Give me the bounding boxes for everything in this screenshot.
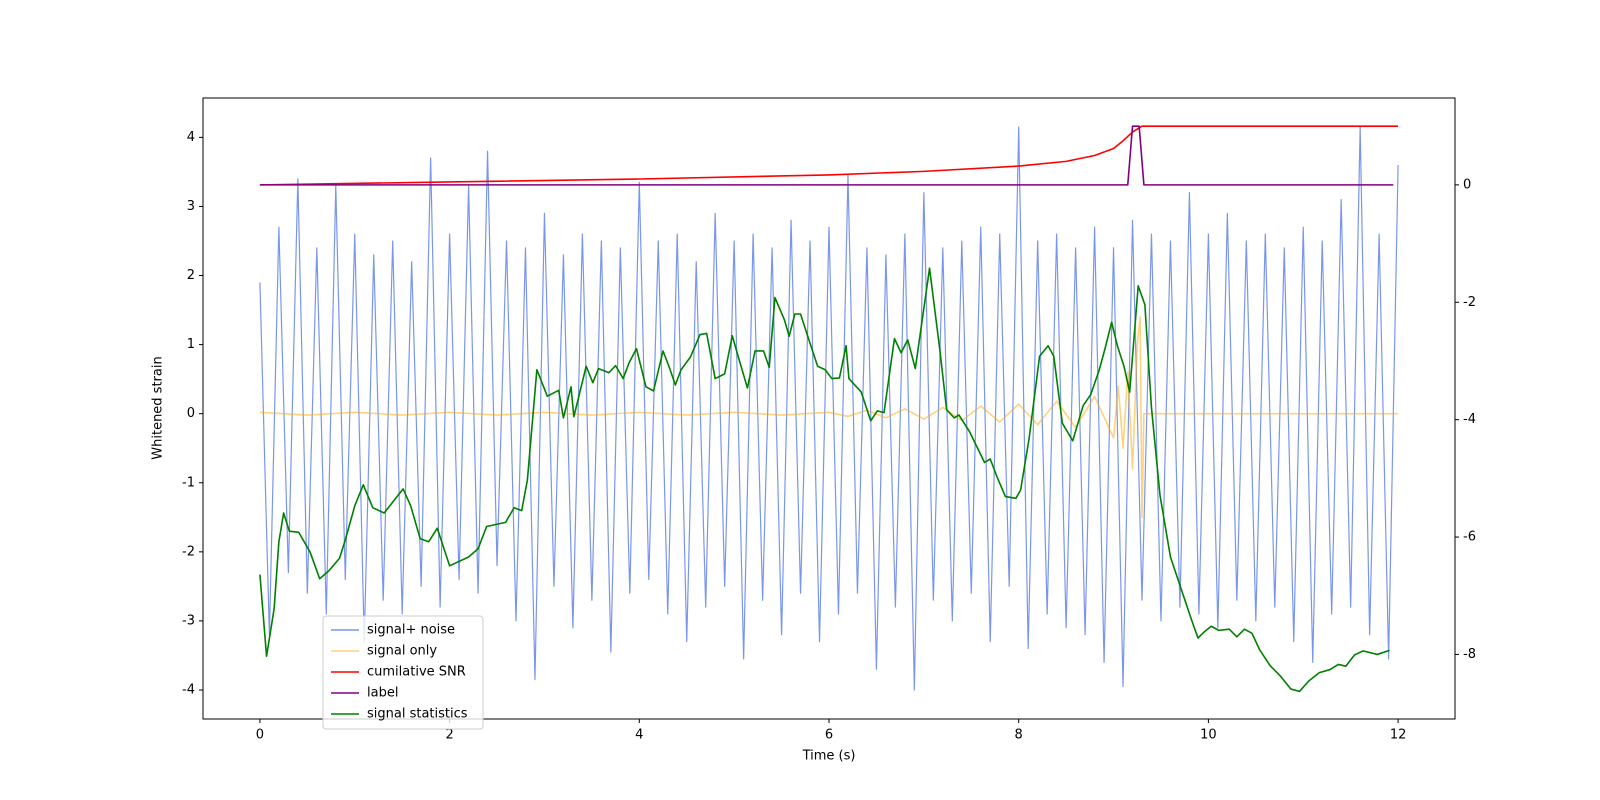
y2-tick-label: -6 [1463, 530, 1476, 545]
y-tick-label: 3 [187, 199, 195, 214]
x-tick-label: 0 [256, 728, 264, 743]
legend-label: signal only [367, 644, 437, 659]
y-tick-label: 2 [187, 268, 195, 283]
x-tick-label: 8 [1015, 728, 1023, 743]
x-tick-label: 10 [1200, 728, 1217, 743]
legend-label: signal+ noise [367, 623, 455, 638]
legend-box [322, 615, 484, 730]
x-tick-label: 4 [635, 728, 643, 743]
y-tick-label: 1 [187, 337, 195, 352]
legend: signal+ noise signal only cumilative SNR la… [322, 615, 484, 730]
x-tick-label: 12 [1390, 728, 1407, 743]
series-line [259, 267, 1390, 693]
y2-tick-label: 0 [1463, 177, 1471, 192]
plot-frame [202, 97, 1456, 720]
series-line [259, 125, 1394, 186]
y-tick-label: -1 [182, 475, 195, 490]
x-axis-label: Time (s) [802, 749, 856, 764]
y-tick-label: -2 [182, 544, 195, 559]
y2-tick-label: -8 [1463, 647, 1476, 662]
y-tick-label: 0 [187, 406, 195, 421]
y-tick-label: 4 [187, 130, 195, 145]
y2-tick-label: -4 [1463, 412, 1476, 427]
x-tick-label: 6 [825, 728, 833, 743]
legend-label: label [367, 686, 398, 701]
y2-tick-label: -2 [1463, 295, 1476, 310]
legend-label: cumilative SNR [367, 665, 466, 680]
series-line [259, 126, 1399, 691]
y-tick-label: -3 [182, 613, 195, 628]
legend-label: signal statistics [367, 707, 468, 722]
y-axis-label: Whitened strain [151, 356, 166, 459]
x-tick-label: 2 [445, 728, 453, 743]
y-tick-label: -4 [182, 682, 195, 697]
series-line [259, 316, 1399, 519]
